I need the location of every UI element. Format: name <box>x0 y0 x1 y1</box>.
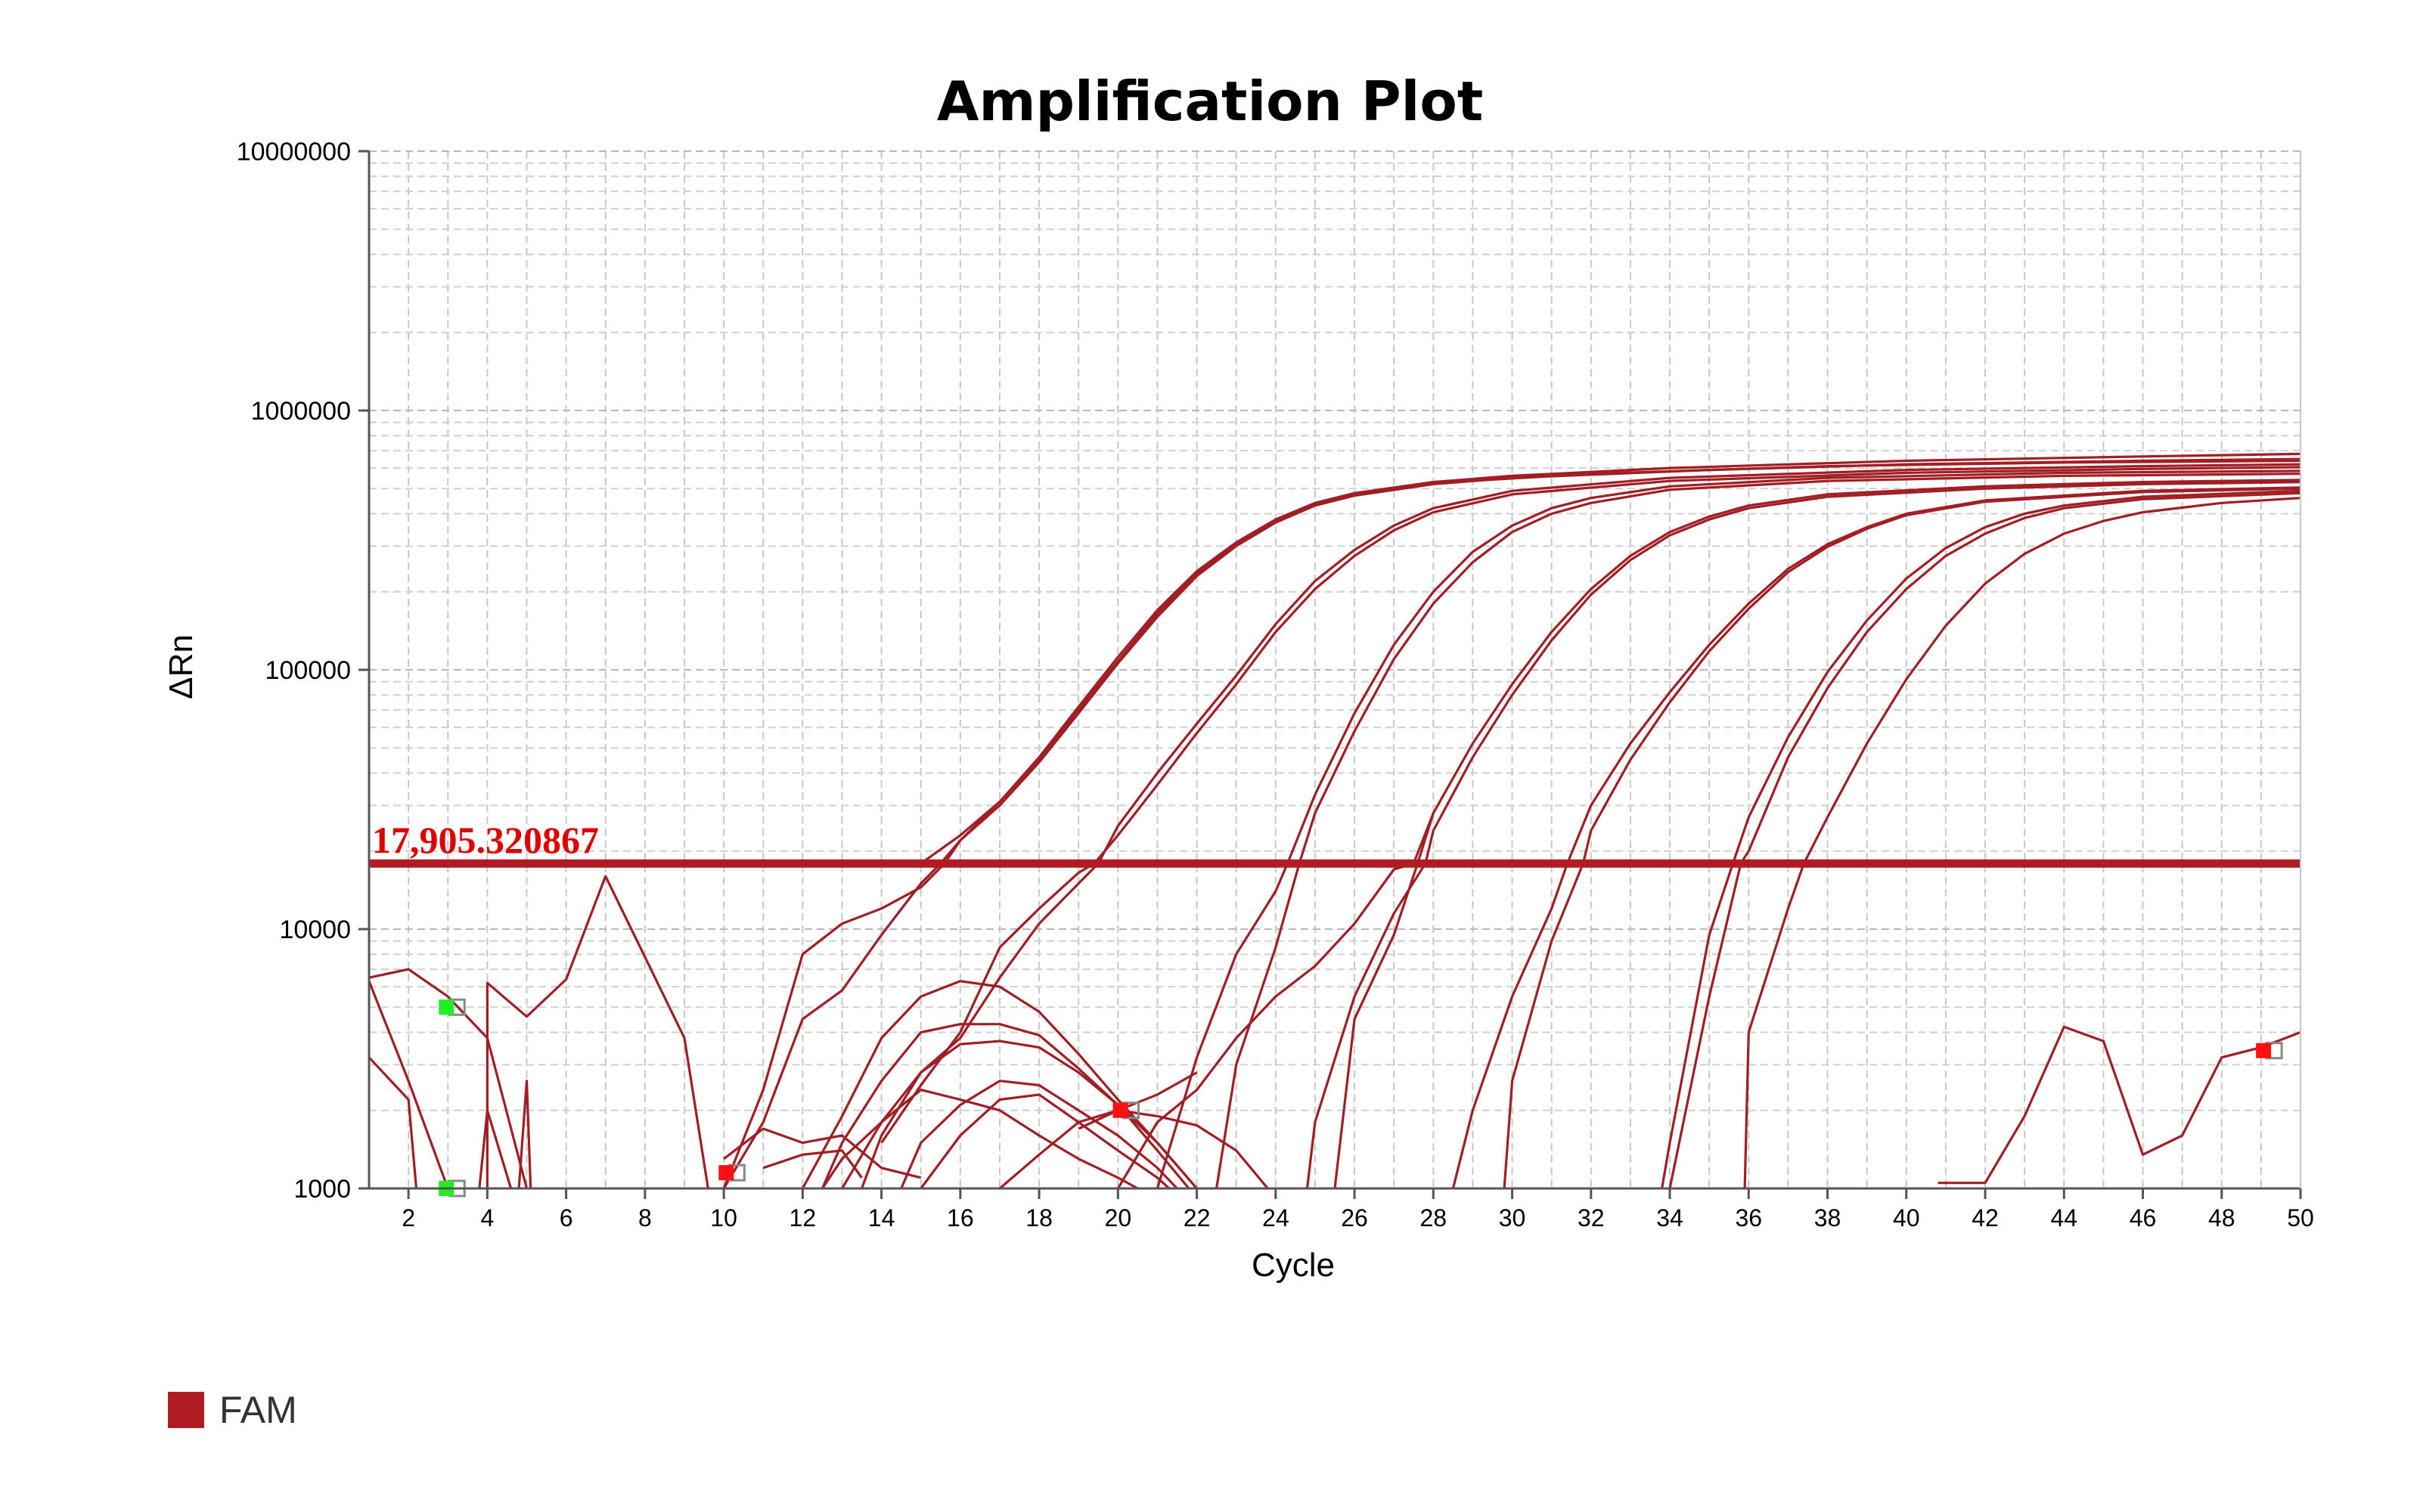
axes <box>358 150 2302 1199</box>
x-tick-label: 16 <box>947 1204 974 1232</box>
y-tick-label: 10000 <box>279 916 351 944</box>
marker-1 <box>439 999 455 1015</box>
series-line-15 <box>368 968 529 1189</box>
x-tick-label: 26 <box>1341 1204 1368 1232</box>
x-tick-label: 34 <box>1656 1204 1683 1232</box>
marker-3 <box>718 1165 734 1181</box>
x-tick-label: 4 <box>480 1204 494 1232</box>
series-line-19 <box>478 1109 513 1189</box>
series-line-22 <box>821 1023 1190 1190</box>
y-tick-label: 1000 <box>293 1175 351 1204</box>
x-tick-label: 28 <box>1420 1204 1447 1232</box>
plot-area <box>369 151 2301 1188</box>
x-tick-label: 46 <box>2130 1204 2157 1232</box>
marker-4 <box>1112 1102 1128 1118</box>
series-line-20 <box>517 1080 532 1189</box>
x-tick-label: 38 <box>1814 1204 1841 1232</box>
series-line-24 <box>900 1080 1178 1190</box>
x-tick-label: 12 <box>790 1204 817 1232</box>
legend-label-fam: FAM <box>219 1389 297 1431</box>
x-tick-label: 30 <box>1499 1204 1526 1232</box>
series-line-21 <box>801 980 1198 1190</box>
series-line-17 <box>368 981 449 1189</box>
series-line-1 <box>920 452 2301 865</box>
y-tick-label: 100000 <box>265 656 351 685</box>
series-line-4 <box>841 463 2301 1189</box>
x-tick-label: 36 <box>1735 1204 1762 1232</box>
x-tick-label: 32 <box>1578 1204 1605 1232</box>
x-tick-label: 48 <box>2208 1204 2235 1232</box>
series-line-7 <box>1215 472 2301 1189</box>
x-tick-label: 18 <box>1025 1204 1053 1232</box>
marker-5 <box>2256 1043 2272 1058</box>
x-tick-label: 6 <box>560 1204 573 1232</box>
legend-swatch-fam <box>168 1392 204 1428</box>
series-line-23 <box>861 1040 1198 1190</box>
x-tick-label: 20 <box>1105 1204 1132 1232</box>
series-line-10 <box>1451 486 2301 1189</box>
series-line-31 <box>723 1127 922 1179</box>
series-line-25 <box>920 1093 1171 1190</box>
chart-title: Amplification Plot <box>936 70 1484 133</box>
x-tick-label: 2 <box>402 1204 415 1232</box>
series-line-5 <box>880 466 2301 1144</box>
series-line-32 <box>762 1149 863 1179</box>
y-tick-label: 1000000 <box>251 397 351 426</box>
series-line-3 <box>722 459 2301 1189</box>
series-line-9 <box>1305 481 2301 1189</box>
threshold: 17,905.320867 <box>369 819 2301 868</box>
series-line-6 <box>1156 469 2301 1189</box>
x-tick-label: 8 <box>638 1204 652 1232</box>
x-tick-label: 10 <box>710 1204 737 1232</box>
x-tick-label: 44 <box>2050 1204 2077 1232</box>
threshold-label: 17,905.320867 <box>372 819 599 861</box>
x-tick-label: 22 <box>1184 1204 1211 1232</box>
legend: FAM <box>168 1388 297 1432</box>
series-line-18 <box>486 875 709 1189</box>
grid <box>369 150 2301 1188</box>
x-tick-label: 42 <box>1972 1204 1999 1232</box>
series-line-16 <box>368 1056 418 1189</box>
series-line-11 <box>1503 487 2301 1189</box>
x-tick-label: 24 <box>1262 1204 1289 1232</box>
x-axis-label: Cycle <box>1252 1247 1335 1284</box>
markers <box>439 998 2283 1198</box>
y-axis-label: ΔRn <box>163 634 200 699</box>
x-tick-label: 40 <box>1893 1204 1920 1232</box>
x-tick-label: 50 <box>2287 1204 2314 1232</box>
x-tick-label: 14 <box>868 1204 895 1232</box>
y-tick-label: 10000000 <box>237 138 351 166</box>
series-line-14 <box>1743 497 2301 1189</box>
tick-labels: 2 4 6 8 10 12 14 16 18 20 22 24 26 28 30 32 34 36 38 40 42 44… <box>237 138 2314 1232</box>
series-line-26 <box>821 1089 1139 1190</box>
series-line-12 <box>1661 489 2301 1189</box>
series-line-30 <box>1938 1025 2301 1185</box>
